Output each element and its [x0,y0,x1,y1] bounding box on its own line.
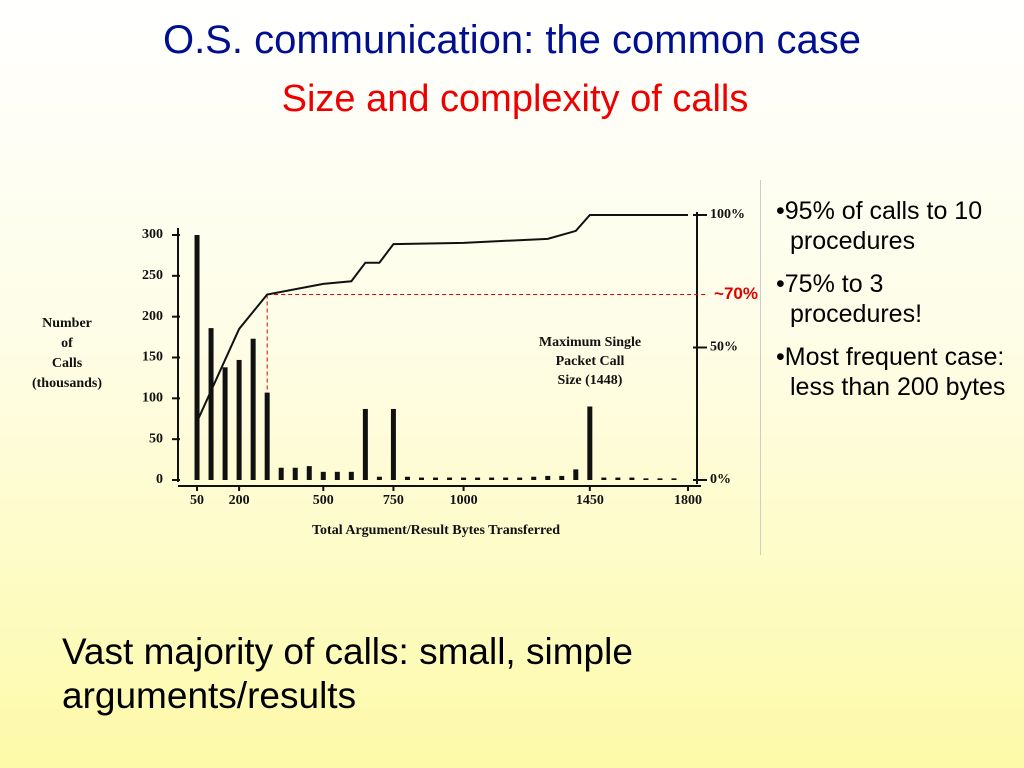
bar [517,477,523,480]
bar [643,478,649,480]
bar [587,406,593,480]
slide-title: O.S. communication: the common case [162,18,862,62]
bar [376,476,382,480]
bar [489,477,495,480]
y-axis-label: Calls [52,356,83,371]
y-tick-label: 150 [142,350,163,365]
bar [390,408,396,480]
bar [348,471,354,480]
bar [615,477,621,480]
slide-subtitle: Size and complexity of calls [281,78,749,120]
conclusion: Vast majority of calls: small, simple ar… [62,631,633,716]
bar [418,477,424,480]
bar [545,475,551,480]
divider [760,180,761,555]
bar [475,477,481,480]
bar [250,338,256,480]
bar [461,477,467,480]
bar [573,469,579,480]
bullet-list: 95% of calls to 10 procedures 75% to 3 p… [776,196,1021,415]
bar [334,471,340,480]
x-tick-label: 1450 [576,493,604,508]
bar [559,475,565,480]
x-tick-label: 1000 [450,493,478,508]
bar [447,477,453,480]
bar [404,476,410,480]
x-tick-label: 200 [229,493,250,508]
x-tick-label: 500 [313,493,334,508]
reference-label: ~70% [714,284,758,303]
bar [433,477,439,480]
annotation: Packet Call [556,354,625,369]
bar [292,467,298,480]
annotation: Maximum Single [539,335,641,350]
bullet: 75% to 3 procedures! [776,269,1021,329]
bar [278,467,284,480]
y-tick-label: 250 [142,268,163,283]
x-axis-label: Total Argument/Result Bytes Transferred [312,523,560,538]
y-tick-label: 300 [142,227,163,242]
y-tick-label: 50 [149,431,163,446]
bar [671,478,677,480]
bullet: Most frequent case: less than 200 bytes [776,342,1021,402]
annotation: Size (1448) [558,373,623,388]
y2-tick-label: 0% [710,472,731,487]
bar [362,408,368,480]
bar [222,367,228,480]
bar [629,477,635,480]
cumulative-line [196,214,689,423]
x-tick-label: 750 [383,493,404,508]
bullet: 95% of calls to 10 procedures [776,196,1021,256]
y2-tick-label: 100% [710,207,745,222]
bar [264,392,270,480]
bar [657,478,663,480]
y-tick-label: 200 [142,309,163,324]
y-axis-label: (thousands) [32,376,102,391]
x-tick-label: 50 [190,493,204,508]
y-tick-label: 100 [142,391,163,406]
y2-tick-label: 50% [710,340,738,355]
bar [208,328,214,480]
bar [531,476,537,480]
y-tick-label: 0 [156,472,163,487]
bar [601,477,607,480]
bar [306,466,312,480]
bar [236,359,242,480]
y-axis-label: of [61,336,73,351]
bar [503,477,509,480]
bar [194,235,200,480]
chart: Total Argument/Result Bytes Transferred … [32,207,758,538]
bar [320,471,326,480]
y-axis-label: Number [42,316,92,331]
x-tick-label: 1800 [674,493,702,508]
